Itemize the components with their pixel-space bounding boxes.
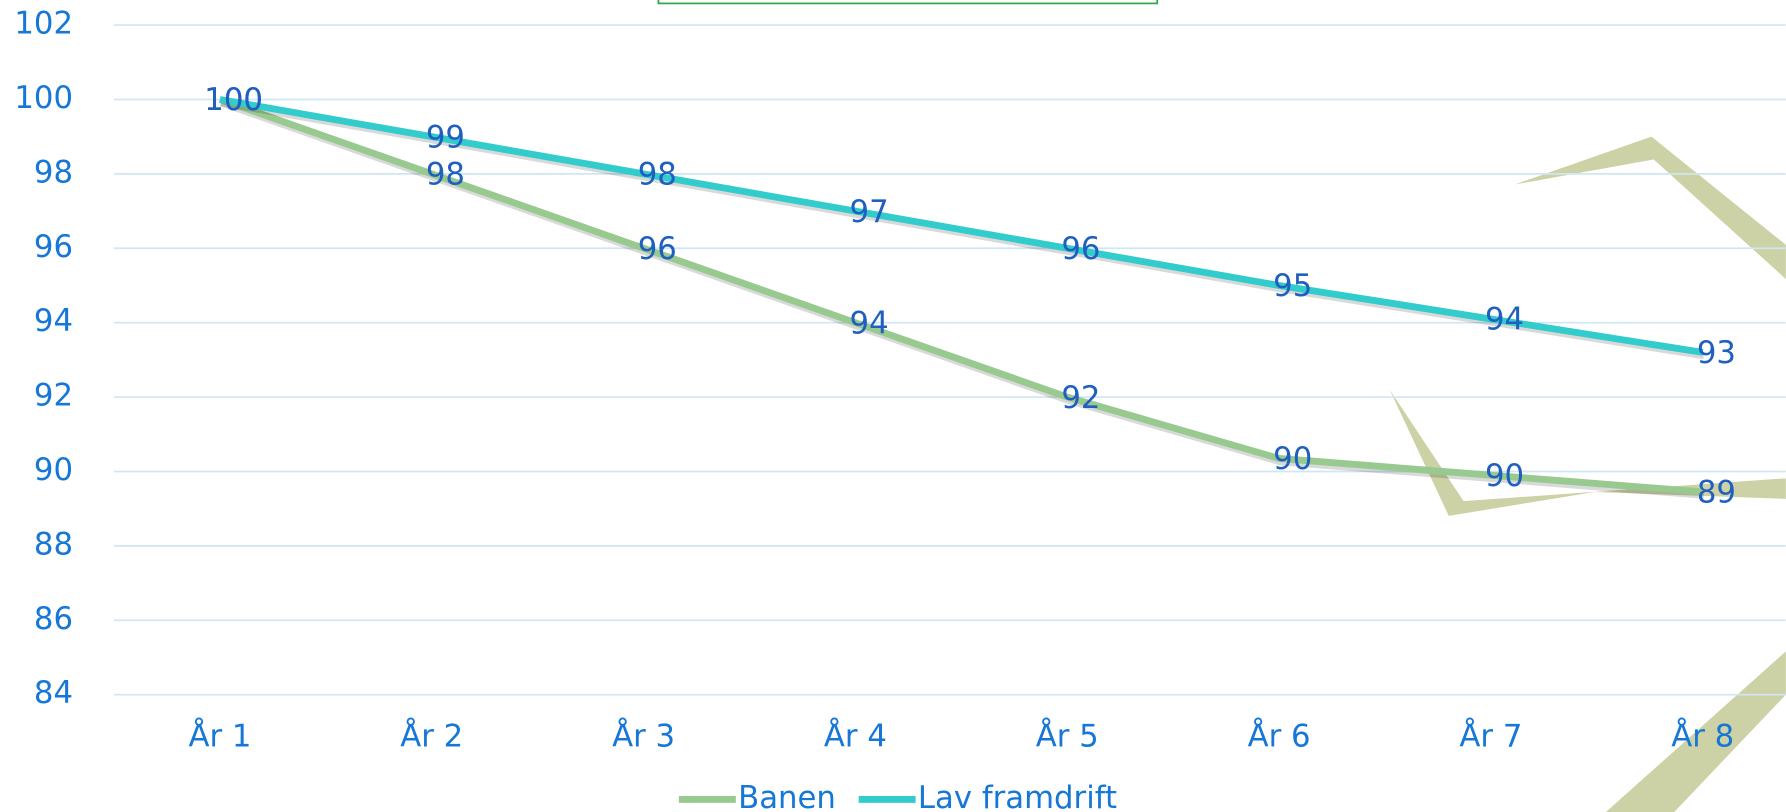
x-tick-label: År 2 — [400, 718, 463, 754]
data-label: 90 — [1273, 441, 1312, 477]
data-label: 100 — [204, 82, 263, 118]
data-label: 89 — [1697, 475, 1736, 511]
data-label: 94 — [1485, 302, 1524, 338]
title-box — [657, 0, 1159, 5]
x-tick-label: År 4 — [824, 718, 887, 754]
y-tick-label: 94 — [34, 303, 73, 339]
y-tick-label: 88 — [34, 526, 73, 562]
data-label: 95 — [1273, 268, 1312, 304]
data-label: 90 — [1485, 458, 1524, 494]
x-tick-label: År 3 — [612, 718, 675, 754]
y-tick-label: 84 — [34, 675, 73, 711]
data-label: 98 — [426, 157, 465, 193]
data-label: 93 — [1697, 335, 1736, 371]
data-label: 96 — [1061, 231, 1100, 267]
background-decoration — [1389, 136, 1786, 812]
data-label: 97 — [850, 194, 889, 230]
y-tick-label: 100 — [14, 80, 73, 116]
data-label: 96 — [638, 231, 677, 267]
y-tick-label: 90 — [34, 452, 73, 488]
x-tick-label: År 6 — [1248, 718, 1311, 754]
series-line — [219, 96, 1704, 356]
x-tick-label: År 5 — [1036, 718, 1099, 754]
y-tick-label: 98 — [34, 154, 73, 190]
y-tick-label: 92 — [34, 378, 73, 414]
x-tick-label: År 8 — [1671, 718, 1734, 754]
y-tick-label: 86 — [34, 601, 73, 637]
legend-label: Banen — [738, 780, 836, 812]
data-label: 100 — [204, 82, 263, 118]
y-tick-label: 102 — [14, 6, 73, 42]
data-label: 92 — [1061, 380, 1100, 416]
legend-label: Lav framdrift — [918, 780, 1117, 812]
data-label: 98 — [638, 157, 677, 193]
y-tick-label: 96 — [34, 229, 73, 265]
x-tick-label: År 7 — [1459, 718, 1522, 754]
data-label: 94 — [850, 305, 889, 341]
x-tick-label: År 1 — [188, 718, 251, 754]
data-label: 99 — [426, 119, 465, 155]
series-line — [218, 96, 1703, 496]
